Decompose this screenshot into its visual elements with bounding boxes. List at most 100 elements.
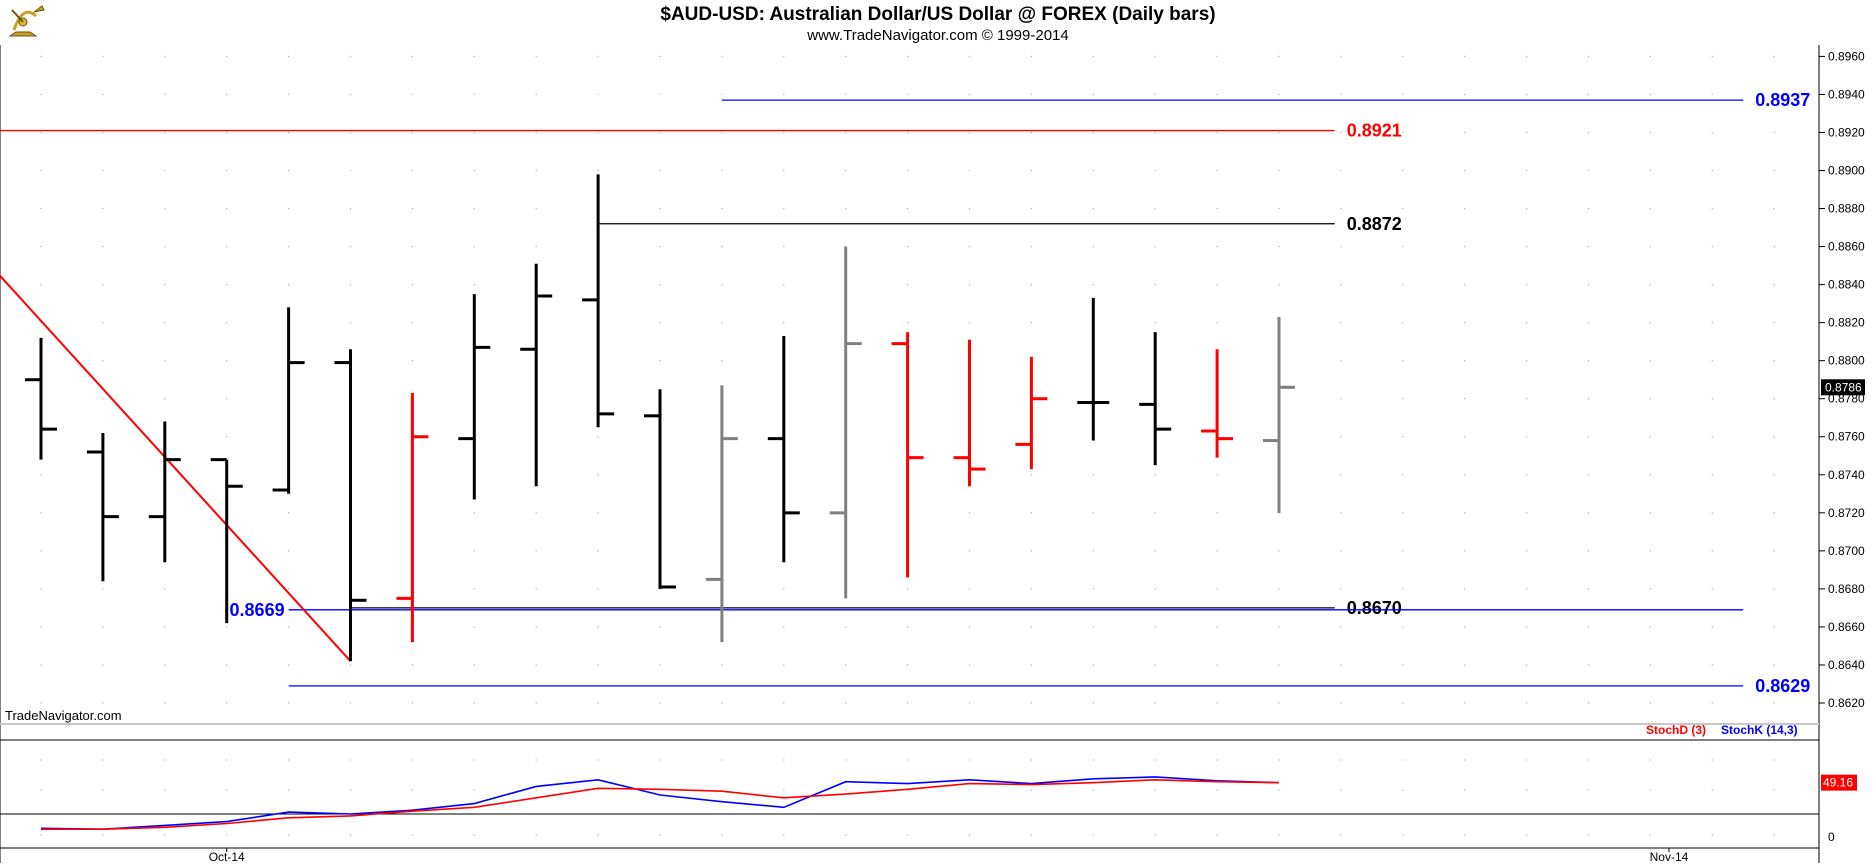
grid-dot (1340, 131, 1342, 134)
grid-dot (721, 245, 723, 248)
grid-dot (1402, 55, 1404, 58)
grid-dot (1278, 702, 1280, 704)
grid-dot (349, 834, 352, 836)
grid-dot (1711, 169, 1713, 172)
grid-dot (1216, 664, 1218, 666)
grid-dot (226, 759, 228, 761)
grid-dot (288, 834, 290, 836)
grid-dot (411, 789, 413, 791)
grid-dot (1402, 169, 1404, 172)
grid-dot (845, 664, 847, 666)
grid-dot (1649, 789, 1651, 791)
date-axis: Oct-14 Nov-14 (209, 848, 1689, 864)
ohlc-bar (829, 246, 862, 599)
grid-dot (1340, 834, 1342, 836)
ohlc-bars (25, 174, 1295, 662)
trendline (0, 274, 352, 662)
price-tick-label: 0.8740 (1828, 468, 1865, 482)
grid-dot (1216, 474, 1218, 476)
grid-dot (1526, 360, 1528, 362)
grid-dot (1092, 512, 1094, 514)
grid-dot (1464, 759, 1466, 761)
grid-dot (411, 322, 413, 324)
grid-dot (535, 702, 537, 704)
grid-dot (288, 550, 290, 552)
level-label: 0.8629 (1755, 676, 1810, 696)
grid-dot (783, 702, 785, 704)
grid-dot (1587, 360, 1590, 362)
grid-dot (1526, 789, 1528, 791)
grid-dot (226, 284, 228, 286)
grid-dot (1092, 550, 1094, 552)
ohlc-bar (1015, 356, 1048, 470)
grid-dot (845, 789, 847, 791)
grid-dot (597, 474, 599, 476)
grid-dot (659, 284, 661, 286)
grid-dot (473, 834, 475, 836)
stoch-value-label: 49.16 (1823, 776, 1853, 790)
grid-dot (349, 93, 352, 96)
grid-dot (1464, 664, 1466, 666)
grid-dot (535, 512, 537, 514)
grid-dot (968, 702, 971, 704)
grid-dot (40, 664, 42, 666)
grid-dot (102, 664, 104, 666)
grid-dot (226, 55, 228, 58)
grid-dot (845, 626, 847, 628)
grid-dot (783, 207, 785, 210)
grid-dot (1464, 360, 1466, 362)
grid-dot (40, 322, 42, 324)
grid-dot (1587, 398, 1590, 400)
grid-dot (40, 284, 42, 286)
grid-dot (1773, 789, 1775, 791)
grid-dot (907, 284, 909, 286)
grid-dot (968, 322, 971, 324)
grid-dot (411, 131, 413, 134)
grid-dot (164, 322, 166, 324)
grid-dot (288, 93, 290, 96)
grid-dot (907, 131, 909, 134)
price-tick-label: 0.8940 (1828, 87, 1865, 101)
grid-dot (1340, 474, 1342, 476)
grid-dot (1402, 664, 1404, 666)
grid-dot (1340, 169, 1342, 172)
grid-dot (1092, 93, 1094, 96)
grid-dot (659, 322, 661, 324)
ohlc-bar (1139, 332, 1172, 466)
grid-dot (102, 398, 104, 400)
grid-dot (845, 834, 847, 836)
grid-dot (411, 702, 413, 704)
grid-dot (164, 664, 166, 666)
level-label: 0.8872 (1347, 214, 1402, 234)
grid-dot (1340, 322, 1342, 324)
grid-dot (1340, 759, 1342, 761)
grid-dot (1402, 245, 1404, 248)
grid-dot (1649, 474, 1651, 476)
grid-dot (907, 702, 909, 704)
grid-dot (102, 588, 104, 590)
grid-dot (1711, 512, 1713, 514)
grid-dot (40, 245, 42, 248)
grid-dot (102, 131, 104, 134)
grid-dot (1649, 284, 1651, 286)
grid-dot (349, 759, 352, 761)
grid-dot (907, 664, 909, 666)
grid-dot (349, 664, 352, 666)
grid-dot (1773, 169, 1775, 172)
grid-dot (1092, 834, 1094, 836)
grid-dot (473, 702, 475, 704)
grid-dot (968, 789, 971, 791)
grid-dot (1278, 550, 1280, 552)
stoch-legend-label: StochK (14,3) (1721, 723, 1798, 737)
grid-dot (1526, 512, 1528, 514)
grid-dot (1587, 789, 1590, 791)
grid-dot (1154, 169, 1156, 172)
grid-dot (783, 284, 785, 286)
price-tick-label: 0.8700 (1828, 544, 1865, 558)
grid-dot (1278, 131, 1280, 134)
grid-dot (968, 93, 971, 96)
grid-dot (721, 55, 723, 58)
grid-dot (1092, 474, 1094, 476)
grid-dot (1402, 398, 1404, 400)
